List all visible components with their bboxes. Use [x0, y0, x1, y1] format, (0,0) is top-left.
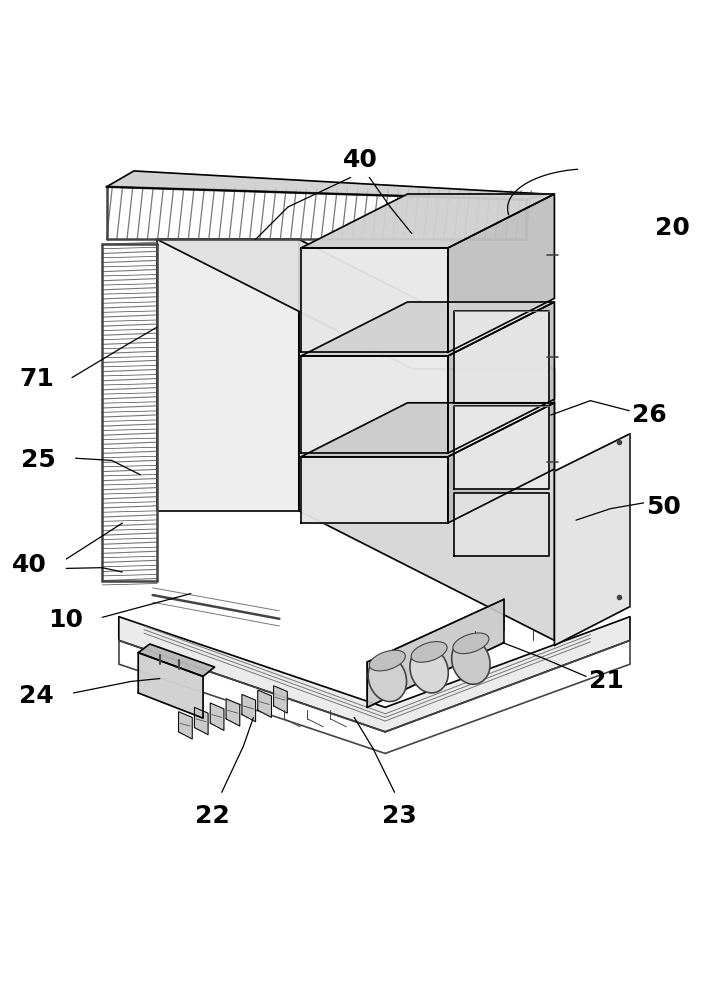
Polygon shape — [448, 194, 554, 352]
Text: 40: 40 — [12, 553, 47, 577]
Polygon shape — [301, 302, 554, 356]
Polygon shape — [301, 403, 554, 457]
Text: 25: 25 — [22, 448, 56, 472]
Polygon shape — [454, 493, 549, 556]
Text: 10: 10 — [48, 608, 83, 632]
Polygon shape — [301, 248, 448, 352]
Polygon shape — [119, 617, 630, 732]
Polygon shape — [448, 302, 554, 453]
Ellipse shape — [369, 650, 405, 671]
Polygon shape — [454, 311, 549, 403]
Text: 71: 71 — [19, 367, 54, 391]
Polygon shape — [157, 239, 299, 511]
Text: 22: 22 — [195, 804, 230, 828]
Polygon shape — [226, 699, 240, 726]
Polygon shape — [138, 653, 203, 718]
Ellipse shape — [410, 647, 449, 693]
Polygon shape — [454, 406, 549, 489]
Polygon shape — [299, 239, 554, 640]
Text: 21: 21 — [589, 669, 624, 693]
Polygon shape — [274, 686, 287, 713]
Ellipse shape — [453, 633, 489, 654]
Polygon shape — [242, 694, 256, 722]
Polygon shape — [194, 707, 208, 735]
Polygon shape — [301, 457, 448, 523]
Text: 24: 24 — [19, 684, 54, 708]
Polygon shape — [210, 703, 224, 730]
Ellipse shape — [451, 638, 490, 684]
Polygon shape — [301, 194, 554, 248]
Ellipse shape — [368, 656, 407, 702]
Text: 23: 23 — [382, 804, 417, 828]
Polygon shape — [367, 599, 504, 707]
Text: 40: 40 — [343, 148, 377, 172]
Text: 20: 20 — [655, 216, 690, 240]
Polygon shape — [107, 171, 546, 200]
Polygon shape — [258, 690, 271, 717]
Polygon shape — [554, 434, 630, 645]
Polygon shape — [138, 644, 215, 676]
Polygon shape — [179, 712, 192, 739]
Ellipse shape — [411, 642, 447, 662]
Polygon shape — [448, 403, 554, 523]
Polygon shape — [157, 239, 554, 369]
Polygon shape — [301, 356, 448, 453]
Text: 26: 26 — [632, 403, 667, 427]
Text: 50: 50 — [647, 495, 681, 519]
